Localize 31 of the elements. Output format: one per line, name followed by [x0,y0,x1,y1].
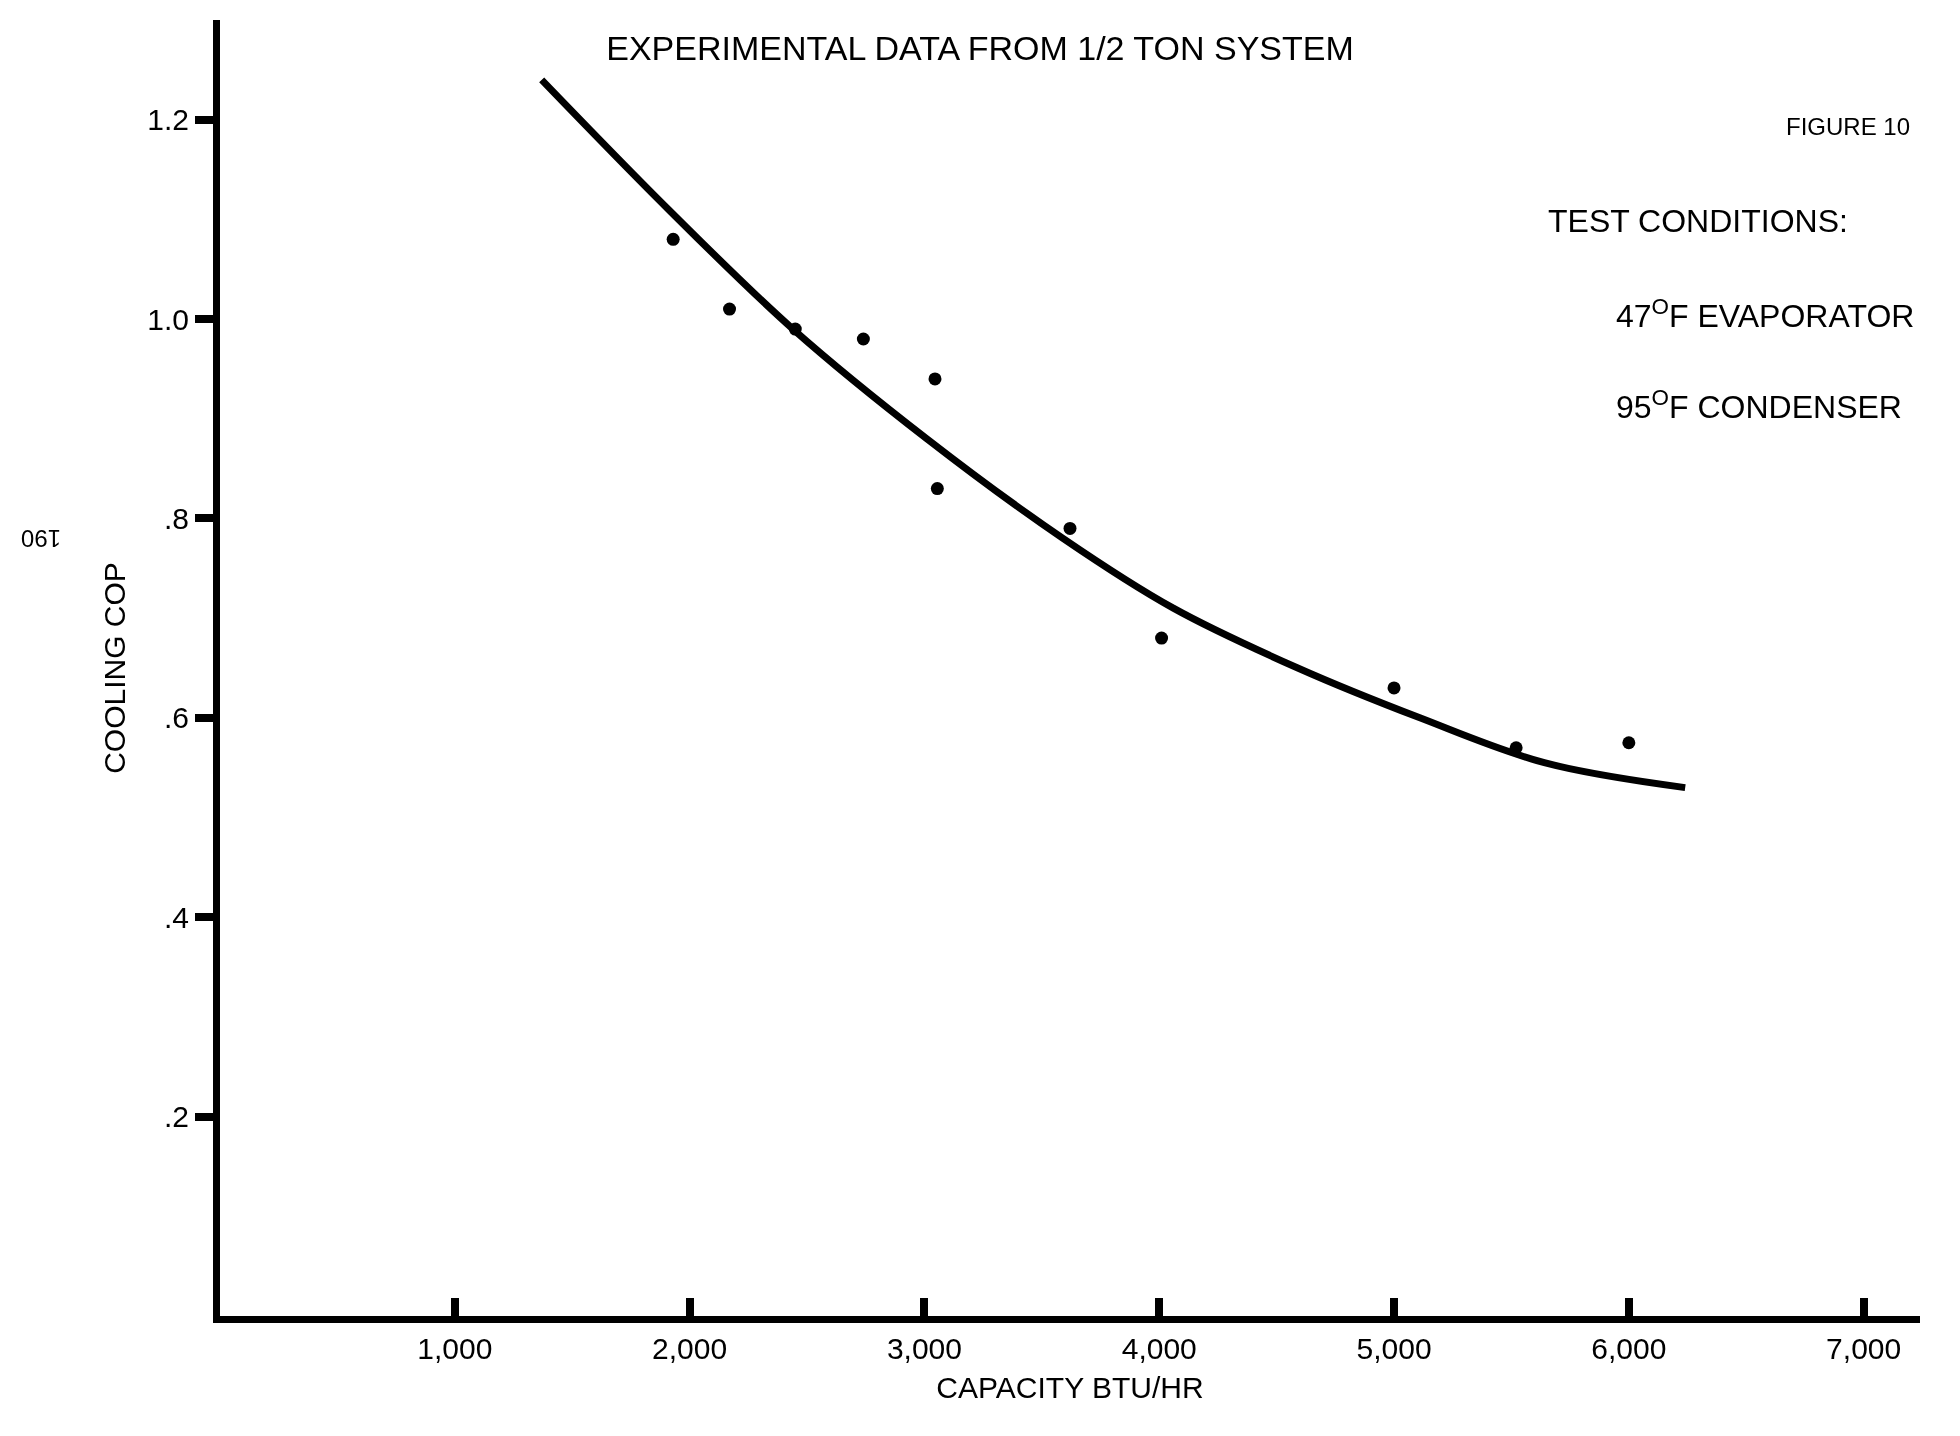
x-tick-label: 4,000 [1121,1332,1197,1365]
point [856,332,870,346]
point [1622,736,1636,750]
text: 190 [20,524,61,552]
annotation: FIGURE 10 [1786,113,1911,140]
annotation: 95$^{O}$F CONDENSER [1616,385,1902,426]
annotation: TEST CONDITIONS: [1548,203,1848,239]
point [666,232,680,246]
point [1063,521,1077,535]
y-tick-label: .4 [163,900,189,934]
point [1387,681,1401,695]
y-tick-label: .6 [163,701,189,735]
x-tick-label: 5,000 [1356,1332,1432,1365]
point [930,482,944,496]
point [723,302,737,316]
x-tick-label: 6,000 [1591,1332,1667,1365]
annotation: 47$^{O}$F EVAPORATOR [1616,294,1915,335]
point [788,322,802,336]
y-tick-label: 1.2 [147,103,189,137]
chart-title: EXPERIMENTAL DATA FROM 1/2 TON SYSTEM [606,28,1354,67]
y-tick-label: .8 [163,501,189,535]
y-axis-title: COOLING COP [98,562,132,774]
point [928,372,942,386]
y-tick-label: .2 [163,1100,189,1134]
x-axis-title: CAPACITY BTU/HR [936,1370,1204,1404]
y-tick-label: 1.0 [147,302,189,336]
x-tick-label: 1,000 [417,1332,493,1365]
x-tick-label: 7,000 [1826,1332,1902,1365]
x-tick-label: 2,000 [652,1332,728,1365]
x-tick-label: 3,000 [886,1332,962,1365]
point [1155,631,1169,645]
